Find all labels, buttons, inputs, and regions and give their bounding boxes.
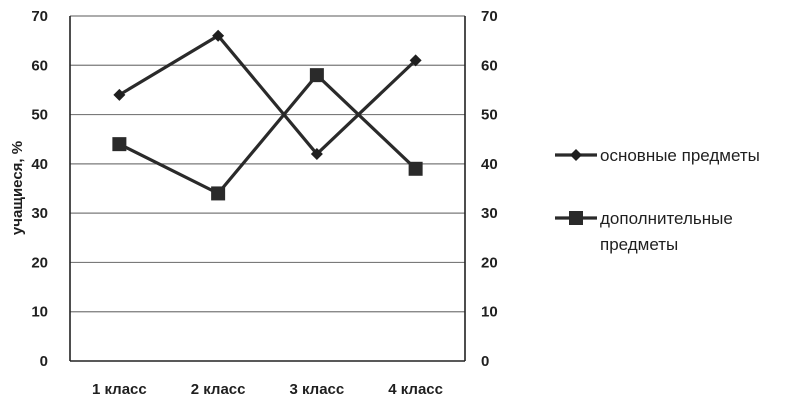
secondary-y-tick-label: 0 [481,353,489,370]
series-2-point-2 [211,186,226,201]
legend-label-2-line-2: предметы [600,235,678,254]
y-tick-label: 50 [31,107,48,124]
series-1-point-3 [310,148,323,160]
legend-marker-2 [569,211,583,225]
series-1-point-1 [113,88,126,101]
secondary-y-tick-label: 70 [481,8,498,25]
series-1-point-4 [409,54,422,67]
secondary-y-tick-label: 10 [481,304,498,321]
x-tick-label: 4 класс [388,381,443,398]
y-tick-label: 0 [40,353,48,370]
legend-label-2: дополнительные предметы [600,209,733,254]
x-tick-label: 1 класс [92,381,147,398]
y-tick-label: 10 [31,304,48,321]
secondary-y-tick-label: 20 [481,254,498,271]
series-2-point-4 [408,161,423,176]
series-line-1 [118,33,417,157]
y-tick-label: 60 [31,57,48,74]
legend-label-2-line-1: дополнительные [600,209,733,228]
series-1-point-2 [212,29,225,42]
secondary-y-tick-label: 60 [481,57,498,74]
secondary-y-tick-label: 30 [481,205,498,222]
secondary-y-tick-label: 50 [481,107,498,124]
y-tick-label: 20 [31,254,48,271]
y-tick-label: 40 [31,156,48,173]
x-tick-label: 2 класс [191,381,246,398]
x-tick-label: 3 класс [289,381,344,398]
series-line-2 [118,72,417,196]
legend-label-1: основные предметы [600,146,760,165]
y-axis-label: учащиеся, % [9,141,26,235]
y-tick-label: 30 [31,205,48,222]
series-2-point-1 [112,137,127,152]
series-2-point-3 [309,68,324,83]
secondary-y-tick-label: 40 [481,156,498,173]
legend-marker-1 [570,149,582,161]
y-tick-label: 70 [31,8,48,25]
